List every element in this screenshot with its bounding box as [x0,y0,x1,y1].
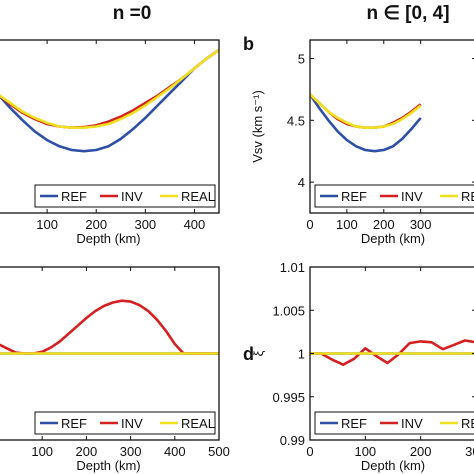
x-tick-label: 200 [373,217,395,232]
y-axis-label: Vsv (km s⁻¹) [250,90,265,163]
legend-label-ref: REF [341,189,367,204]
panel-letter: d [243,344,254,364]
x-axis-label: Depth (km) [361,458,425,473]
x-axis-label: Depth (km) [76,231,140,246]
series-line-real [0,48,219,129]
y-tick-label: 0.99 [280,433,305,448]
y-tick-label: 1.005 [272,303,305,318]
legend-label-real: REAL [461,189,474,204]
y-tick-label: 4 [298,175,305,190]
x-tick-label: 300 [120,444,142,459]
x-tick-label: 300 [410,217,432,232]
x-tick-label: 200 [85,217,107,232]
y-tick-label: 1 [298,347,305,362]
legend-label-ref: REF [61,189,87,204]
column-title-left: n =0 [113,3,152,24]
panel-a: 100 200 300 400 Depth (km) REF INV REAL [0,39,220,246]
x-tick-label: 400 [184,217,206,232]
legend-label-ref: REF [341,416,367,431]
x-tick-label: 0 [306,217,313,232]
legend-label-inv: INV [401,189,423,204]
x-tick-label: 100 [36,217,58,232]
panel-b: 0 100 200 300 4 4.5 5 Depth (km) Vsv (km s⁻¹) b RE… [243,34,474,246]
legend-label-real: REAL [181,416,215,431]
y-tick-label: 1.01 [280,260,305,275]
y-tick-label: 4.5 [287,113,305,128]
legend-label-inv: INV [401,416,423,431]
x-tick-label: 300 [134,217,156,232]
x-tick-label: 200 [410,444,432,459]
plot-frame [309,39,474,214]
legend-label-real: REAL [461,416,474,431]
series-line-ref [0,48,219,153]
column-title-right: n ∈ [0, 4] [366,3,449,24]
plot-frame [0,266,220,441]
x-tick-label: 100 [31,444,53,459]
series-line-ref [310,93,422,153]
panel-letter: b [243,34,254,54]
y-tick-label: 0.995 [272,390,305,405]
series-line-inv [0,299,219,355]
x-tick-label: 100 [354,444,376,459]
panel-d: 0 100 200 300 0.99 0.995 1 1.005 1.01 Depth (km) ξ… [243,260,474,473]
legend-box [34,184,216,208]
y-tick-label: 5 [298,52,305,67]
series-line-inv [310,339,474,367]
legend-label-inv: INV [121,189,143,204]
legend-box [34,411,216,435]
series-line-real [310,93,422,129]
panel-c: 100 200 300 400 500 Depth (km) REF INV REAL [0,266,230,473]
x-tick-label: 500 [208,444,230,459]
x-tick-label: 0 [306,444,313,459]
x-axis-label: Depth (km) [361,231,425,246]
x-tick-label: 100 [336,217,358,232]
legend-label-ref: REF [61,416,87,431]
legend-label-real: REAL [181,189,215,204]
x-tick-label: 300 [465,444,474,459]
x-tick-label: 200 [76,444,98,459]
legend-label-inv: INV [121,416,143,431]
x-axis-label: Depth (km) [76,458,140,473]
plot-frame [0,39,220,214]
x-tick-label: 400 [164,444,186,459]
y-axis-label: ξ [251,350,266,356]
